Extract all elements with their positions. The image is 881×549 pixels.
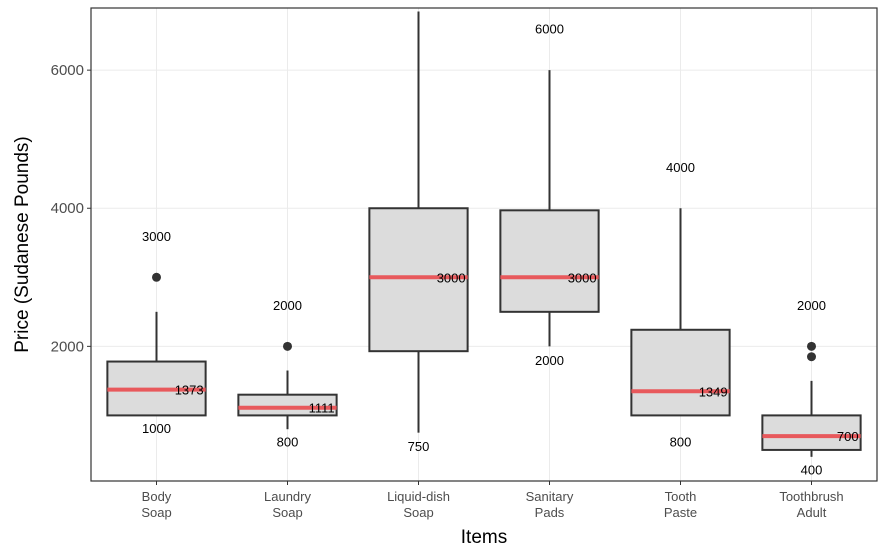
max-label: 3000 <box>142 229 171 244</box>
x-tick-label: Soap <box>272 505 302 520</box>
box-3 <box>499 70 600 347</box>
grid-layer <box>91 8 877 481</box>
median-label: 1349 <box>699 384 728 399</box>
median-label: 3000 <box>568 270 597 285</box>
median-label: 3000 <box>437 270 466 285</box>
box-iqr <box>630 328 731 417</box>
min-label: 800 <box>670 435 692 450</box>
outlier-point <box>807 341 816 351</box>
x-tick-label: Adult <box>797 505 827 520</box>
axis-layer: BodySoapLaundrySoapLiquid-dishSoapSanita… <box>51 62 844 520</box>
min-label: 1000 <box>142 421 171 436</box>
box-4 <box>630 208 731 417</box>
outlier-point <box>283 341 292 351</box>
box-iqr <box>368 207 469 353</box>
x-tick-label: Soap <box>141 505 171 520</box>
box-iqr <box>237 393 338 417</box>
min-label: 750 <box>408 439 430 454</box>
y-tick-label: 2000 <box>51 338 84 355</box>
x-tick-label: Liquid-dish <box>387 489 450 504</box>
x-tick-label: Soap <box>403 505 433 520</box>
box-iqr <box>499 209 600 313</box>
box-0 <box>106 272 207 417</box>
max-label: 2000 <box>273 298 302 313</box>
max-label: 6000 <box>535 22 564 37</box>
min-label: 800 <box>277 435 299 450</box>
panel-border <box>90 7 878 482</box>
x-tick-label: Toothbrush <box>779 489 843 504</box>
min-label: 400 <box>801 462 823 477</box>
y-tick-label: 4000 <box>51 200 84 217</box>
outlier-point <box>152 272 161 282</box>
outlier-point <box>807 352 816 362</box>
label-layer: 1373 3000 1000 1111 2000 800 3000 750 3000 6000 20… <box>142 22 859 478</box>
x-tick-label: Tooth <box>665 489 697 504</box>
y-tick-label: 6000 <box>51 62 84 79</box>
x-tick-label: Paste <box>664 505 697 520</box>
x-axis-title: Items <box>461 527 507 548</box>
box-1 <box>237 341 338 430</box>
min-label: 2000 <box>535 353 564 368</box>
max-label: 2000 <box>797 298 826 313</box>
x-tick-label: Pads <box>535 505 565 520</box>
box-5 <box>761 341 862 457</box>
box-layer <box>106 11 862 457</box>
x-tick-label: Laundry <box>264 489 311 504</box>
median-label: 700 <box>837 429 859 444</box>
x-tick-label: Body <box>142 489 172 504</box>
x-tick-label: Sanitary <box>526 489 574 504</box>
y-axis-title: Price (Sudanese Pounds) <box>12 136 33 353</box>
max-label: 4000 <box>666 160 695 175</box>
box-iqr <box>761 414 862 451</box>
median-label: 1111 <box>309 401 335 416</box>
box-2 <box>368 11 469 433</box>
median-label: 1373 <box>175 383 204 398</box>
